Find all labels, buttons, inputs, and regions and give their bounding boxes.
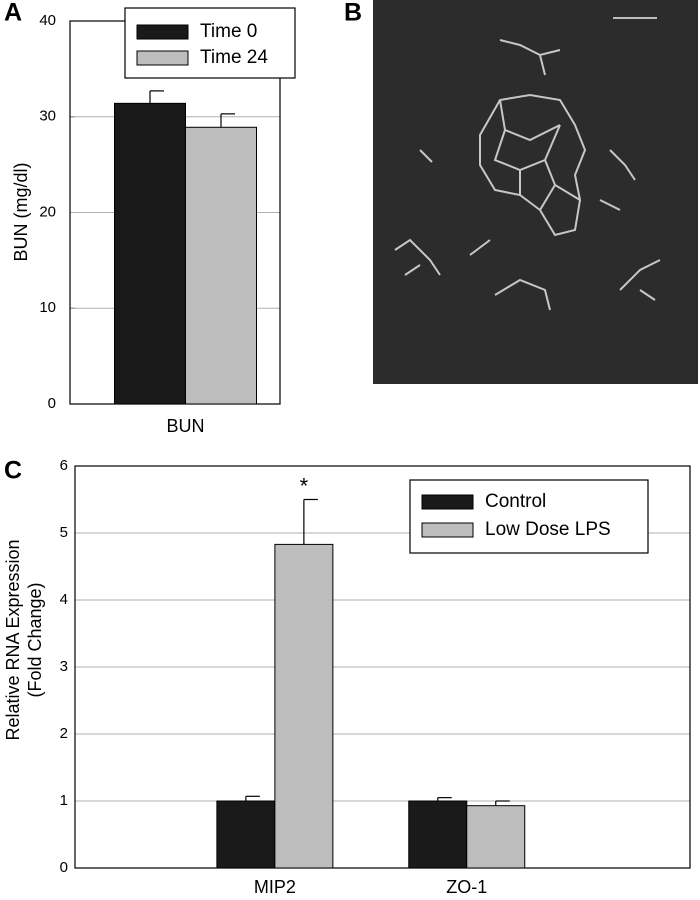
y-tick-label: 6 [60,457,68,474]
y-tick-label: 10 [39,299,56,316]
legend-label: Low Dose LPS [485,519,611,540]
y-tick-label: 2 [60,725,68,742]
legend-swatch [421,494,474,510]
y-tick-label: 20 [39,203,56,220]
y-tick-label: 0 [48,395,56,412]
legend-box [124,7,296,79]
y-tick-label: 5 [60,524,68,541]
legend-label: Control [485,491,546,512]
legend-swatch [136,24,189,40]
y-tick-label: 30 [39,108,56,125]
bar [408,800,468,869]
y-axis-label: (Fold Change) [25,582,45,697]
panel-label: C [4,457,22,485]
y-axis-label: Relative RNA Expression [3,539,23,740]
panel-label: A [4,0,22,27]
x-tick-label: ZO-1 [446,877,487,897]
legend-box [409,479,649,554]
bar [466,805,526,869]
x-tick-label: BUN [166,416,204,436]
micrograph [373,0,698,384]
y-tick-label: 3 [60,658,68,675]
bar [216,800,276,869]
y-tick-label: 4 [60,591,68,608]
bar [114,102,186,405]
bar [185,126,257,405]
legend-label: Time 0 [200,21,257,42]
legend-swatch [136,50,189,66]
x-tick-label: MIP2 [254,877,296,897]
legend-label: Time 24 [200,47,268,68]
plot-frame [74,465,691,869]
annotation: * [300,473,309,498]
panel-label: B [344,0,362,27]
bar [274,543,334,869]
legend-swatch [421,522,474,538]
y-tick-label: 40 [39,12,56,29]
y-tick-label: 0 [60,859,68,876]
y-axis-label: BUN (mg/dl) [11,162,31,261]
y-tick-label: 1 [60,792,68,809]
